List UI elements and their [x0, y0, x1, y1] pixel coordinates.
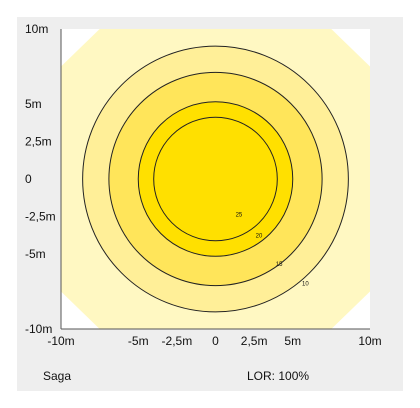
y-tick-label: 2,5m	[25, 135, 52, 149]
chart-panel: 10 15 20 25 -10m -5m -2,5m 0 2,5m 5m 10m 10m 5m 2,5…	[17, 17, 403, 391]
y-tick-label: -5m	[25, 247, 46, 261]
contour-25	[153, 116, 278, 242]
contour-label-20: 20	[256, 234, 263, 240]
x-tick-label: -5m	[128, 334, 149, 348]
axes	[60, 29, 370, 330]
x-tick-label: 0	[212, 334, 219, 348]
product-name: Saga	[43, 369, 72, 383]
x-tick-label: -2,5m	[162, 334, 193, 348]
x-tick-label: 2,5m	[241, 334, 268, 348]
x-tick-label: 5m	[284, 334, 301, 348]
lor-label: LOR: 100%	[247, 369, 310, 383]
contour-label-15: 15	[276, 262, 283, 268]
y-tick-label: 5m	[25, 97, 42, 111]
contour-label-25: 25	[236, 213, 243, 219]
y-tick-label: 10m	[25, 22, 48, 36]
y-axis-ticks: 10m 5m 2,5m 0 -2,5m -5m -10m	[25, 22, 56, 336]
isolux-chart: 10 15 20 25 -10m -5m -2,5m 0 2,5m 5m 10m 10m 5m 2,5…	[25, 22, 382, 348]
contour-label-10: 10	[302, 282, 309, 288]
y-tick-label: -2,5m	[25, 210, 56, 224]
y-tick-label: -10m	[25, 322, 52, 336]
x-tick-label: 10m	[358, 334, 381, 348]
contour-fill-layer	[61, 29, 370, 329]
x-tick-label: -10m	[47, 334, 74, 348]
x-axis-ticks: -10m -5m -2,5m 0 2,5m 5m 10m	[47, 334, 381, 348]
y-tick-label: 0	[25, 172, 32, 186]
contour-labels: 10 15 20 25	[236, 213, 310, 288]
